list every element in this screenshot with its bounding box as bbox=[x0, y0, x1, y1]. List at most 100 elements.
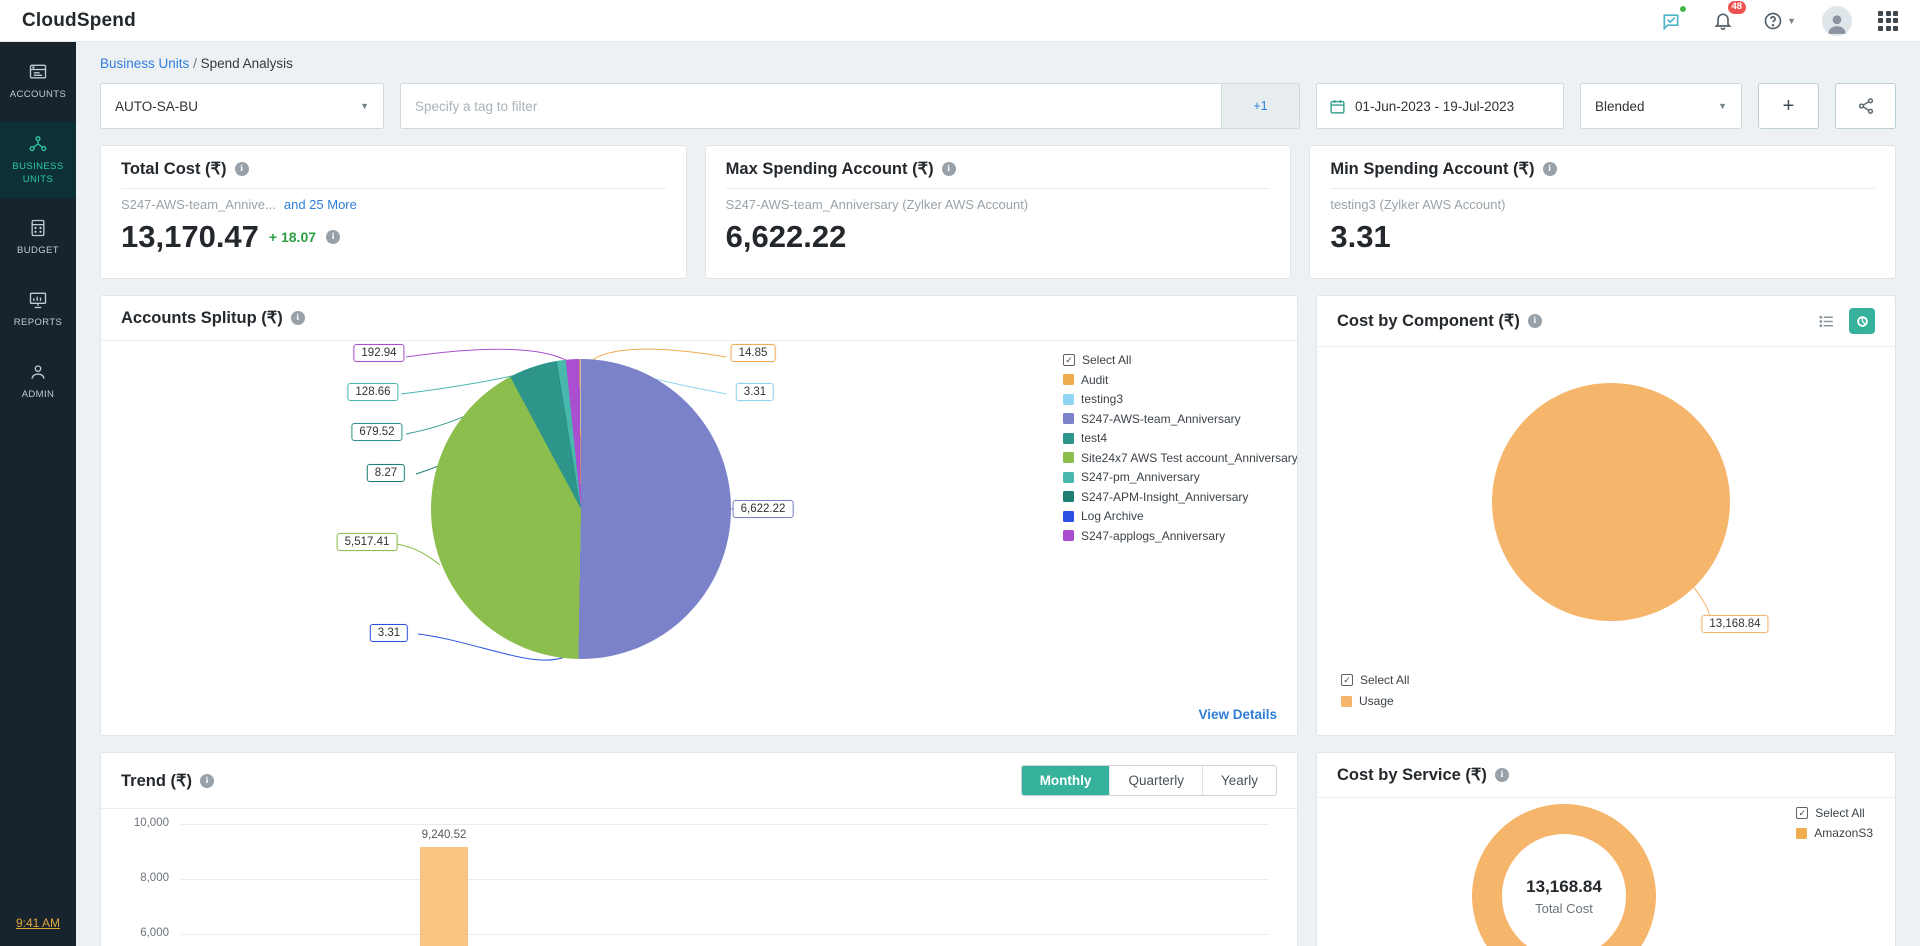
bar-value-label: 9,240.52 bbox=[421, 829, 467, 841]
tag-filter-input[interactable] bbox=[401, 84, 1221, 128]
trend-chart: 10,000 8,000 6,000 9,240.52 bbox=[101, 809, 1297, 946]
pie-callout: 679.52 bbox=[351, 423, 403, 441]
sidebar-item-admin[interactable]: ADMIN bbox=[0, 350, 76, 414]
help-menu[interactable]: ▼ bbox=[1762, 8, 1796, 34]
info-icon[interactable]: i bbox=[1494, 768, 1509, 782]
business-unit-value: AUTO-SA-BU bbox=[115, 98, 199, 114]
y-axis-tick: 10,000 bbox=[133, 817, 169, 829]
toggle-yearly[interactable]: Yearly bbox=[1201, 766, 1276, 795]
legend-item[interactable]: Usage bbox=[1341, 694, 1409, 708]
cost-by-service-donut[interactable]: 13,168.84 Total Cost bbox=[1472, 804, 1656, 946]
add-button[interactable]: + bbox=[1758, 83, 1819, 129]
min-spending-account: testing3 (Zylker AWS Account) bbox=[1330, 197, 1506, 212]
filter-row: AUTO-SA-BU ▼ +1 01-Jun-2023 - 19-Jul-202… bbox=[100, 83, 1896, 129]
pie-callout: 5,517.41 bbox=[336, 533, 398, 551]
pie-callout: 8.27 bbox=[366, 464, 406, 482]
date-range-value: 01-Jun-2023 - 19-Jul-2023 bbox=[1355, 98, 1515, 114]
feedback-icon[interactable] bbox=[1658, 4, 1688, 34]
date-range-picker[interactable]: 01-Jun-2023 - 19-Jul-2023 bbox=[1316, 83, 1564, 129]
info-icon[interactable]: i bbox=[941, 162, 956, 176]
sidebar-item-reports[interactable]: REPORTS bbox=[0, 278, 76, 342]
legend-item[interactable]: Log Archive bbox=[1063, 509, 1297, 523]
main-content: Business Units / Spend Analysis AUTO-SA-… bbox=[76, 42, 1920, 946]
y-axis-tick: 6,000 bbox=[140, 927, 169, 939]
y-axis-tick: 8,000 bbox=[140, 872, 169, 884]
checkbox-checked-icon: ✓ bbox=[1063, 354, 1075, 366]
breadcrumb: Business Units / Spend Analysis bbox=[100, 56, 1896, 71]
legend-item[interactable]: Site24x7 AWS Test account_Anniversary bbox=[1063, 451, 1297, 465]
business-units-icon bbox=[29, 135, 47, 151]
admin-icon bbox=[31, 365, 45, 379]
share-button[interactable] bbox=[1835, 83, 1896, 129]
legend-item[interactable]: testing3 bbox=[1063, 392, 1297, 406]
legend-item[interactable]: S247-AWS-team_Anniversary bbox=[1063, 412, 1297, 426]
donut-center-label: Total Cost bbox=[1535, 900, 1593, 916]
info-icon[interactable]: i bbox=[200, 773, 214, 788]
sidebar-item-budget[interactable]: BUDGET bbox=[0, 206, 76, 270]
legend-swatch bbox=[1063, 393, 1074, 405]
sidebar-item-business-units[interactable]: BUSINESS UNITS bbox=[0, 121, 76, 199]
business-unit-select[interactable]: AUTO-SA-BU ▼ bbox=[100, 83, 384, 129]
cost-by-component-pie[interactable] bbox=[1492, 383, 1730, 621]
checkbox-checked-icon: ✓ bbox=[1796, 807, 1809, 819]
apps-grid-icon[interactable] bbox=[1878, 10, 1898, 31]
legend-item[interactable]: S247-APM-Insight_Anniversary bbox=[1063, 490, 1297, 504]
toggle-monthly[interactable]: Monthly bbox=[1021, 766, 1110, 795]
chart-view-icon[interactable] bbox=[1849, 308, 1875, 334]
reports-icon bbox=[29, 292, 47, 309]
legend-select-all[interactable]: ✓ Select All bbox=[1796, 806, 1873, 820]
user-avatar[interactable] bbox=[1822, 5, 1852, 36]
sidebar-item-label: BUSINESS UNITS bbox=[12, 160, 64, 185]
legend-item[interactable]: S247-applogs_Anniversary bbox=[1063, 529, 1297, 543]
time-link[interactable]: 9:41 AM bbox=[15, 916, 61, 930]
pie-callout: 14.85 bbox=[730, 344, 776, 362]
info-icon[interactable]: i bbox=[234, 162, 249, 176]
table-view-icon[interactable] bbox=[1815, 310, 1837, 332]
breadcrumb-business-units[interactable]: Business Units bbox=[100, 56, 190, 71]
tag-filter-box: +1 bbox=[400, 83, 1300, 129]
min-spending-value: 3.31 bbox=[1330, 219, 1391, 254]
info-icon[interactable]: i bbox=[1542, 162, 1557, 176]
cost-by-component-chart: 13,168.84 ✓ Select All Usage bbox=[1317, 347, 1895, 740]
tag-overflow-chip[interactable]: +1 bbox=[1221, 84, 1299, 128]
legend-select-all[interactable]: ✓ Select All bbox=[1341, 673, 1409, 687]
legend-item[interactable]: test4 bbox=[1063, 431, 1297, 445]
cost-view-select[interactable]: Blended ▼ bbox=[1580, 83, 1742, 129]
cost-view-value: Blended bbox=[1595, 98, 1645, 114]
sidebar-item-label: BUDGET bbox=[17, 245, 59, 257]
legend-item[interactable]: AmazonS3 bbox=[1796, 826, 1873, 840]
sidebar: ACCOUNTS BUSINESS UNITS BUDGET REPORTS A… bbox=[0, 42, 76, 946]
max-spending-title: Max Spending Account (₹) bbox=[725, 160, 934, 178]
share-icon bbox=[1858, 98, 1873, 114]
middle-row: Accounts Splitup (₹) i 192.94 bbox=[100, 295, 1896, 736]
more-accounts-link[interactable]: and 25 More bbox=[283, 197, 357, 212]
info-icon[interactable]: i bbox=[290, 311, 305, 325]
summary-cards-row: Total Cost (₹) i S247-AWS-team_Annive...… bbox=[100, 145, 1897, 279]
info-icon[interactable]: i bbox=[1527, 314, 1542, 328]
cost-by-service-chart: ✓ Select All AmazonS3 13,168.84 Total Cos… bbox=[1317, 798, 1895, 946]
legend-swatch bbox=[1063, 530, 1074, 541]
notifications-bell-icon[interactable]: 48 bbox=[1710, 0, 1747, 34]
accounts-splitup-pie[interactable] bbox=[431, 359, 731, 659]
pie-callout: 3.31 bbox=[369, 624, 409, 642]
info-icon[interactable]: i bbox=[326, 230, 341, 244]
top-bar: CloudSpend 48 ▼ bbox=[0, 0, 1920, 42]
legend-select-all[interactable]: ✓ Select All bbox=[1063, 353, 1297, 367]
trend-bar[interactable] bbox=[420, 847, 468, 946]
sidebar-time: 9:41 AM bbox=[0, 914, 76, 932]
legend-item[interactable]: Audit bbox=[1063, 373, 1297, 387]
cloudspend-logo[interactable]: CloudSpend bbox=[22, 10, 136, 32]
legend-swatch bbox=[1341, 695, 1352, 707]
accounts-splitup-card: Accounts Splitup (₹) i 192.94 bbox=[100, 295, 1298, 736]
cost-by-component-title: Cost by Component (₹) bbox=[1337, 312, 1520, 330]
sidebar-item-label: ACCOUNTS bbox=[9, 89, 67, 100]
toggle-quarterly[interactable]: Quarterly bbox=[1109, 766, 1202, 795]
cost-by-service-legend: ✓ Select All AmazonS3 bbox=[1796, 806, 1873, 840]
view-details-link[interactable]: View Details bbox=[1198, 707, 1277, 722]
legend-item[interactable]: S247-pm_Anniversary bbox=[1063, 470, 1297, 484]
online-dot bbox=[1679, 4, 1688, 13]
sidebar-item-accounts[interactable]: ACCOUNTS bbox=[0, 50, 76, 114]
trend-title: Trend (₹) bbox=[121, 771, 192, 790]
legend-swatch bbox=[1063, 413, 1074, 424]
cost-by-service-card: Cost by Service (₹) i ✓ Select All Amazon… bbox=[1316, 752, 1896, 946]
